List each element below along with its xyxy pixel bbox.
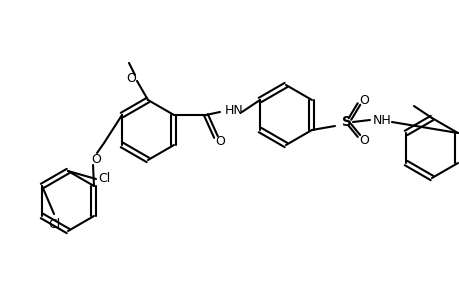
Text: O: O (126, 72, 136, 86)
Text: Cl: Cl (98, 172, 110, 185)
Text: Cl: Cl (48, 218, 60, 230)
Text: HN: HN (224, 103, 243, 116)
Text: S: S (341, 115, 351, 129)
Text: O: O (358, 94, 368, 106)
Text: O: O (358, 134, 368, 146)
Text: NH: NH (372, 113, 391, 127)
Text: O: O (214, 134, 224, 148)
Text: O: O (91, 152, 101, 166)
